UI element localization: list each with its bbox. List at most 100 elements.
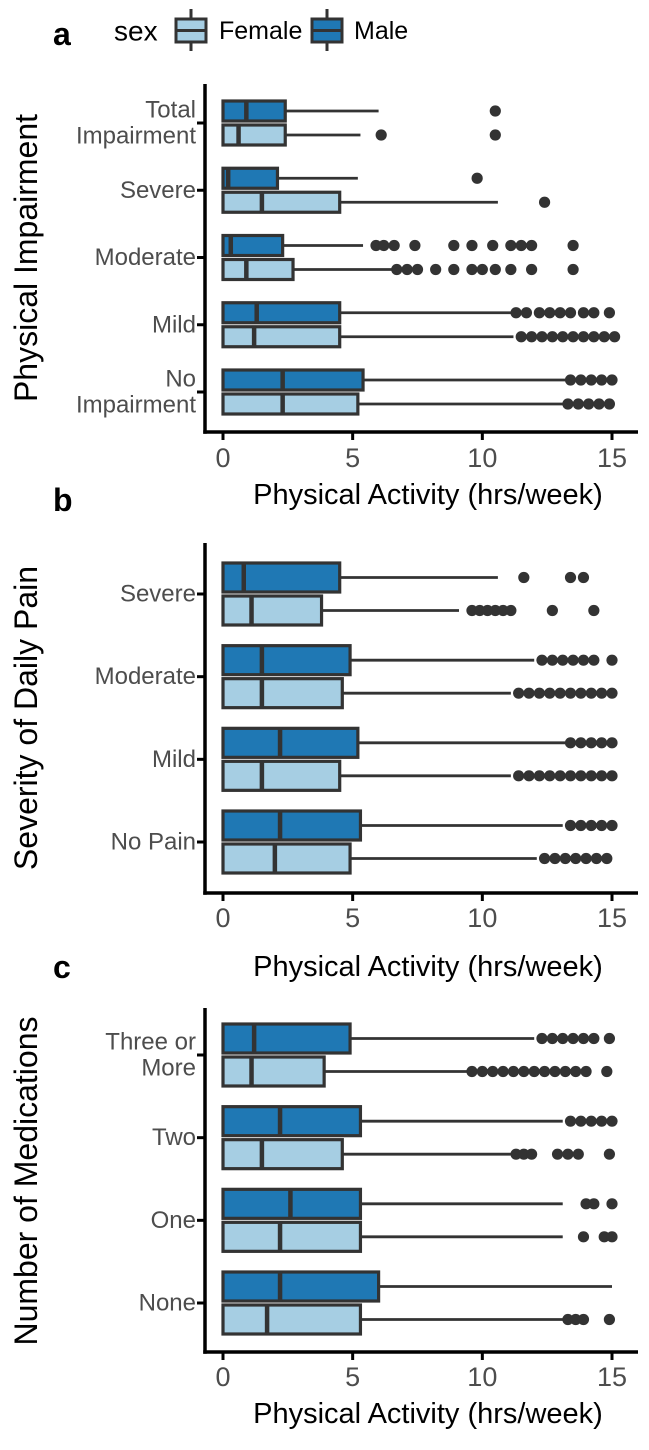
outlier-dot	[564, 819, 577, 832]
outlier-dot	[608, 331, 621, 343]
x-tick-label: 5	[345, 903, 360, 933]
category-no-pain: No Pain	[111, 809, 618, 875]
iqr-box	[221, 1105, 363, 1138]
outlier-dot	[575, 819, 587, 832]
outlier-dot	[603, 1313, 616, 1326]
iqr-box	[221, 166, 280, 190]
panel-b: b Severity of Daily Pain 0 5 10 15 Physical Ac…	[8, 482, 638, 983]
x-tick-label: 0	[215, 1362, 230, 1392]
outlier-dot	[489, 604, 501, 617]
outlier-dot	[559, 1065, 571, 1078]
iqr-box	[221, 301, 342, 325]
x-tick-label: 5	[345, 443, 360, 473]
outlier-dot	[476, 1065, 488, 1078]
box-female	[221, 325, 621, 349]
outlier-dot	[603, 1148, 616, 1160]
y-axis-title: Physical Impairment	[8, 114, 44, 402]
legend-label-male: Male	[354, 17, 408, 45]
category-mild: Mild	[152, 301, 621, 349]
iqr-box	[221, 561, 342, 594]
outlier-dot	[570, 1313, 582, 1326]
box-female	[221, 677, 618, 710]
outlier-dot	[523, 770, 535, 782]
outlier-dot	[497, 1065, 509, 1078]
category-label: Impairment	[76, 123, 196, 150]
outlier-dot	[606, 1198, 618, 1210]
category-label: None	[139, 1290, 196, 1317]
box-male	[221, 368, 618, 392]
outlier-dot	[489, 105, 501, 117]
outlier-dot	[601, 1065, 613, 1078]
category-label: No Pain	[111, 829, 196, 856]
category-label: One	[151, 1207, 196, 1234]
outlier-dot	[518, 1148, 530, 1160]
outlier-dot	[538, 1065, 551, 1078]
category-none: None	[139, 1270, 616, 1336]
outlier-dot	[570, 1065, 582, 1078]
outlier-dot	[564, 737, 577, 749]
outlier-dot	[585, 770, 597, 782]
outlier-dot	[606, 737, 618, 749]
outlier-dot	[588, 654, 600, 666]
iqr-box	[221, 325, 342, 349]
category-label: Mild	[152, 746, 196, 773]
iqr-box	[221, 1138, 344, 1171]
category-label: Moderate	[95, 663, 196, 690]
outlier-dot	[596, 770, 608, 782]
box-male	[221, 1187, 618, 1220]
outlier-dot	[606, 654, 618, 666]
outlier-dot	[388, 239, 400, 252]
outlier-dot	[505, 239, 517, 252]
outlier-dot	[585, 374, 597, 386]
category-label: No	[165, 366, 196, 393]
outlier-dot	[476, 263, 488, 276]
outlier-dot	[466, 604, 478, 617]
iqr-box	[221, 368, 365, 392]
outlier-dot	[546, 331, 558, 343]
outlier-dot	[411, 263, 424, 276]
outlier-dot	[577, 1313, 590, 1326]
outlier-dot	[546, 604, 558, 617]
outlier-dot	[554, 307, 566, 319]
category-label: Moderate	[95, 244, 196, 271]
outlier-dot	[588, 604, 600, 617]
outlier-dot	[507, 1065, 520, 1078]
box-male	[221, 809, 618, 842]
iqr-box	[221, 257, 295, 282]
outlier-dot	[575, 687, 587, 699]
y-axis-title: Number of Medications	[8, 1016, 44, 1345]
outlier-dot	[489, 129, 501, 141]
box-male	[221, 99, 501, 123]
outlier-dot	[466, 239, 478, 252]
outlier-dot	[588, 307, 600, 319]
outlier-dot	[391, 263, 403, 276]
outlier-dot	[606, 819, 618, 832]
category-two: Two	[152, 1105, 618, 1171]
box-female	[221, 1303, 616, 1336]
outlier-dot	[564, 307, 577, 319]
iqr-box	[221, 1055, 326, 1088]
iqr-box	[221, 726, 360, 759]
outlier-dot	[401, 263, 413, 276]
iqr-box	[221, 1270, 381, 1303]
outlier-dot	[536, 654, 548, 666]
category-moderate: Moderate	[95, 644, 618, 710]
outlier-dot	[510, 307, 522, 319]
legend-label-female: Female	[219, 17, 302, 45]
outlier-dot	[588, 331, 600, 343]
outlier-dot	[606, 374, 618, 386]
outlier-dot	[590, 852, 603, 865]
outlier-dot	[378, 239, 390, 252]
iqr-box	[221, 392, 360, 416]
outlier-dot	[536, 1032, 548, 1045]
iqr-box	[221, 809, 363, 842]
iqr-box	[221, 842, 352, 875]
category-label: More	[141, 1055, 196, 1082]
x-tick-label: 0	[215, 443, 230, 473]
outlier-dot	[598, 331, 610, 343]
outlier-dot	[606, 687, 618, 699]
outlier-dot	[585, 819, 597, 832]
outlier-dot	[551, 1148, 564, 1160]
